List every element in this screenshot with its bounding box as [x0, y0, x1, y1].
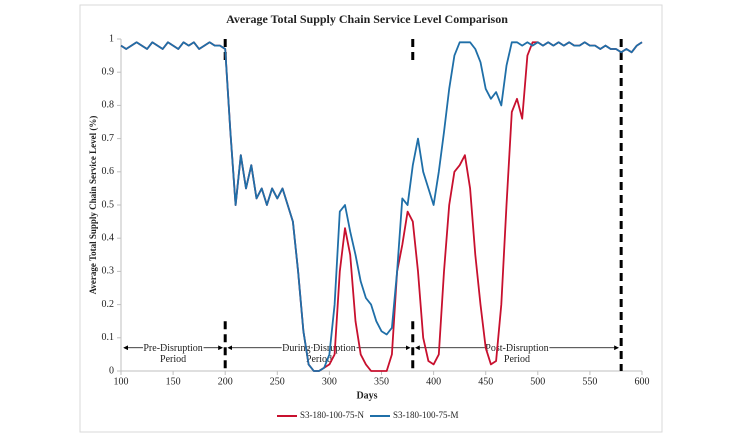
x-tick-label: 500 [530, 376, 545, 387]
y-tick-label: 0.5 [102, 199, 115, 210]
chart-title: Average Total Supply Chain Service Level… [226, 12, 508, 26]
phase-label: During Disruption [282, 343, 356, 354]
legend-label: S3-180-100-75-N [300, 410, 364, 420]
x-tick-label: 600 [635, 376, 650, 387]
y-tick-label: 0.9 [102, 66, 115, 77]
y-tick-label: 0.4 [102, 232, 115, 243]
legend-label: S3-180-100-75-M [393, 410, 459, 420]
y-tick-label: 0 [109, 365, 114, 376]
phase-label: Post-Disruption [485, 343, 548, 354]
x-tick-label: 250 [270, 376, 285, 387]
x-tick-label: 300 [322, 376, 337, 387]
x-tick-label: 150 [166, 376, 181, 387]
series-line [120, 41, 643, 372]
y-tick-label: 0.3 [102, 266, 115, 277]
x-tick-label: 100 [114, 376, 129, 387]
x-tick-label: 200 [218, 376, 233, 387]
x-tick-label: 450 [478, 376, 493, 387]
chart-border [79, 4, 663, 433]
y-axis-label: Average Total Supply Chain Service Level… [88, 116, 98, 295]
x-axis-label: Days [356, 390, 377, 401]
y-tick-label: 1 [109, 33, 114, 44]
x-tick-label: 350 [374, 376, 389, 387]
x-tick-label: 400 [426, 376, 441, 387]
y-tick-label: 0.6 [102, 166, 115, 177]
phase-label: Period [160, 354, 186, 365]
y-tick-label: 0.7 [102, 133, 115, 144]
y-tick-label: 0.8 [102, 100, 115, 111]
x-tick-label: 550 [582, 376, 597, 387]
phase-label: Pre-Disruption [143, 343, 202, 354]
phase-label: Period [504, 354, 530, 365]
y-tick-label: 0.2 [102, 299, 115, 310]
y-tick-label: 0.1 [102, 332, 115, 343]
series-line [120, 41, 643, 372]
